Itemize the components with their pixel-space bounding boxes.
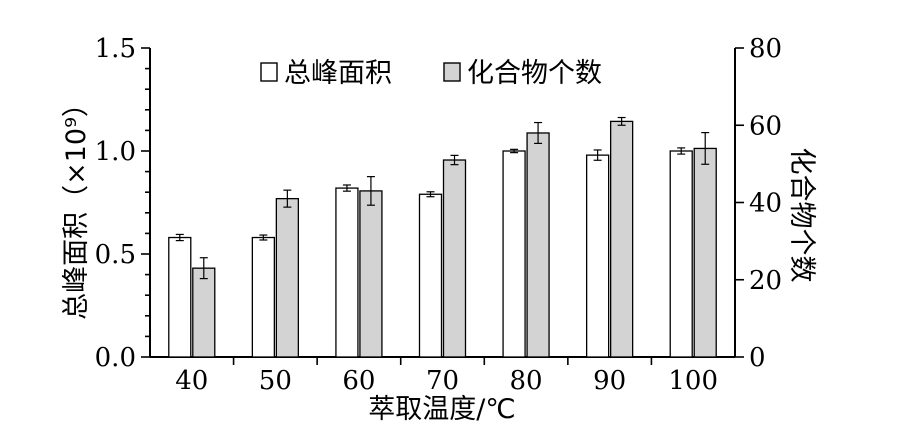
y-left-tick-label: 1.5: [95, 34, 136, 64]
bar-count: [442, 159, 467, 358]
bar-area: [669, 150, 693, 358]
errorbar-area: [677, 147, 686, 155]
legend-swatch-area: [260, 62, 278, 82]
errorbar-count: [450, 154, 459, 166]
legend-label-area: 总峰面积: [284, 58, 392, 89]
errorbar-area: [175, 233, 184, 242]
y-right-tick-label: 20: [749, 266, 782, 296]
bar-area: [251, 236, 276, 358]
y-axis-right-title: 化合物个数: [786, 148, 817, 283]
ticks: 0.0 0.5 1.0 1.5 0 20 40 60 80 40 50 60 70 80 90 100: [95, 34, 782, 396]
y-right-tick-label: 0: [749, 343, 766, 373]
bar-area: [502, 150, 526, 358]
legend-swatch-count: [443, 62, 461, 82]
y-axis-left-title: 总峰面积（×10⁹）: [61, 90, 92, 320]
x-tick-label: 100: [668, 366, 718, 396]
errorbar-area: [510, 148, 519, 154]
errorbar-area: [259, 234, 268, 241]
errorbar-count: [283, 189, 292, 208]
errorbar-count: [617, 116, 626, 126]
x-axis-title: 萃取温度/℃: [368, 394, 515, 425]
x-tick-label: 90: [593, 366, 626, 396]
errorbar-area: [593, 149, 602, 161]
errorbar-count: [701, 131, 710, 165]
bar-area: [585, 154, 610, 358]
bars: [168, 116, 717, 358]
x-tick-label: 50: [259, 366, 292, 396]
errorbar-area: [426, 191, 435, 198]
bar-area: [335, 187, 359, 358]
y-right-tick-label: 40: [749, 189, 782, 219]
x-tick-label: 40: [175, 366, 208, 396]
x-tick-label: 70: [426, 366, 459, 396]
legend: 总峰面积 化合物个数: [260, 58, 602, 89]
y-left-tick-label: 1.0: [95, 137, 136, 167]
errorbar-count: [366, 176, 375, 206]
bar-count: [275, 197, 300, 358]
bar-count: [693, 147, 717, 358]
y-right-tick-label: 80: [749, 34, 782, 64]
y-right-tick-label: 60: [749, 111, 782, 141]
bar-count: [609, 120, 634, 358]
y-left-tick-label: 0.0: [95, 343, 136, 373]
x-tick-label: 60: [342, 366, 375, 396]
bar-count: [192, 267, 216, 358]
errorbar-count: [534, 121, 543, 145]
axes: [149, 48, 736, 358]
bar-area: [418, 193, 443, 358]
bar-count: [359, 190, 383, 358]
y-left-tick-label: 0.5: [95, 240, 136, 270]
x-tick-label: 80: [510, 366, 543, 396]
bar-count: [526, 132, 550, 358]
errorbar-count: [199, 257, 208, 280]
legend-label-count: 化合物个数: [467, 58, 602, 89]
bar-area: [168, 236, 192, 358]
errorbar-area: [342, 184, 351, 192]
